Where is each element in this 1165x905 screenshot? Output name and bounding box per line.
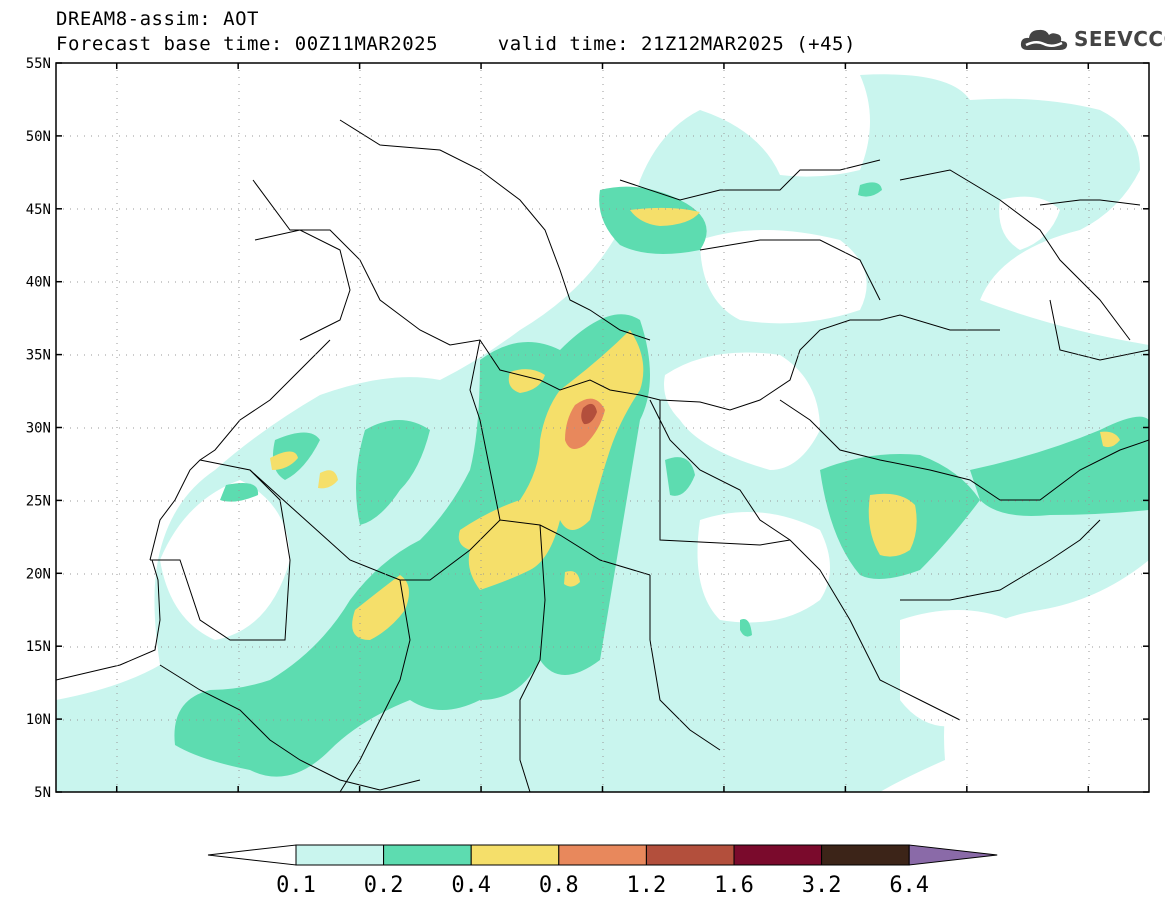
- valid-time: valid time: 21Z12MAR2025 (+45): [497, 33, 856, 55]
- longitude-axis: 20W10W010E20E30E40E50E60E: [115, 63, 1090, 792]
- chart-title: DREAM8-assim: AOT: [56, 8, 259, 30]
- seevccc-logo: SEEVCCC: [1018, 24, 1165, 54]
- colorbar-cell: [821, 844, 910, 866]
- colorbar-label: 0.1: [276, 873, 316, 898]
- lat-tick-label: 20N: [26, 566, 51, 582]
- colorbar-label: 3.2: [802, 873, 842, 898]
- colorbar-cell: [383, 844, 472, 866]
- colorbar-label: 1.2: [627, 873, 667, 898]
- aot-map: 55N 50N 45N 40N 35N 30N 25N 20N 15N 10N 5N 20W10W0…: [26, 56, 1150, 800]
- colorbar: 0.1 0.2 0.4 0.8 1.2 1.6 3.2 6.4: [207, 844, 998, 898]
- colorbar-under-arrow: [207, 844, 297, 866]
- lat-tick-label: 35N: [26, 348, 51, 364]
- lat-tick-label: 50N: [26, 129, 51, 145]
- lat-tick-label: 25N: [26, 493, 51, 509]
- logo-text: SEEVCCC: [1074, 27, 1165, 51]
- lat-tick-label: 15N: [26, 639, 51, 655]
- lat-tick-label: 5N: [34, 785, 51, 800]
- lat-tick-label: 55N: [26, 56, 51, 72]
- colorbar-cell: [733, 844, 823, 866]
- lat-tick-label: 45N: [26, 202, 51, 218]
- base-time: Forecast base time: 00Z11MAR2025: [56, 33, 439, 55]
- coastlines-borders: [56, 119, 1149, 792]
- lat-tick-label: 30N: [26, 421, 51, 437]
- colorbar-label: 0.2: [364, 873, 404, 898]
- aot-contours: [56, 63, 1149, 792]
- colorbar-label: 0.4: [451, 873, 491, 898]
- lat-tick-label: 40N: [26, 275, 51, 291]
- graticule: [56, 63, 1149, 792]
- colorbar-label: 0.8: [539, 873, 579, 898]
- colorbar-cell: [645, 844, 735, 866]
- lat-tick-label: 10N: [26, 712, 51, 728]
- colorbar-over-arrow: [908, 844, 998, 866]
- cloud-logo-icon: [1020, 29, 1068, 50]
- colorbar-label: 1.6: [714, 873, 754, 898]
- colorbar-cell: [558, 844, 647, 866]
- colorbar-cell: [295, 844, 385, 866]
- chart-subtitle: Forecast base time: 00Z11MAR2025 valid t…: [56, 33, 856, 55]
- colorbar-label: 6.4: [889, 873, 929, 898]
- latitude-axis: 55N 50N 45N 40N 35N 30N 25N 20N 15N 10N 5N: [26, 56, 1149, 800]
- colorbar-cell: [470, 844, 560, 866]
